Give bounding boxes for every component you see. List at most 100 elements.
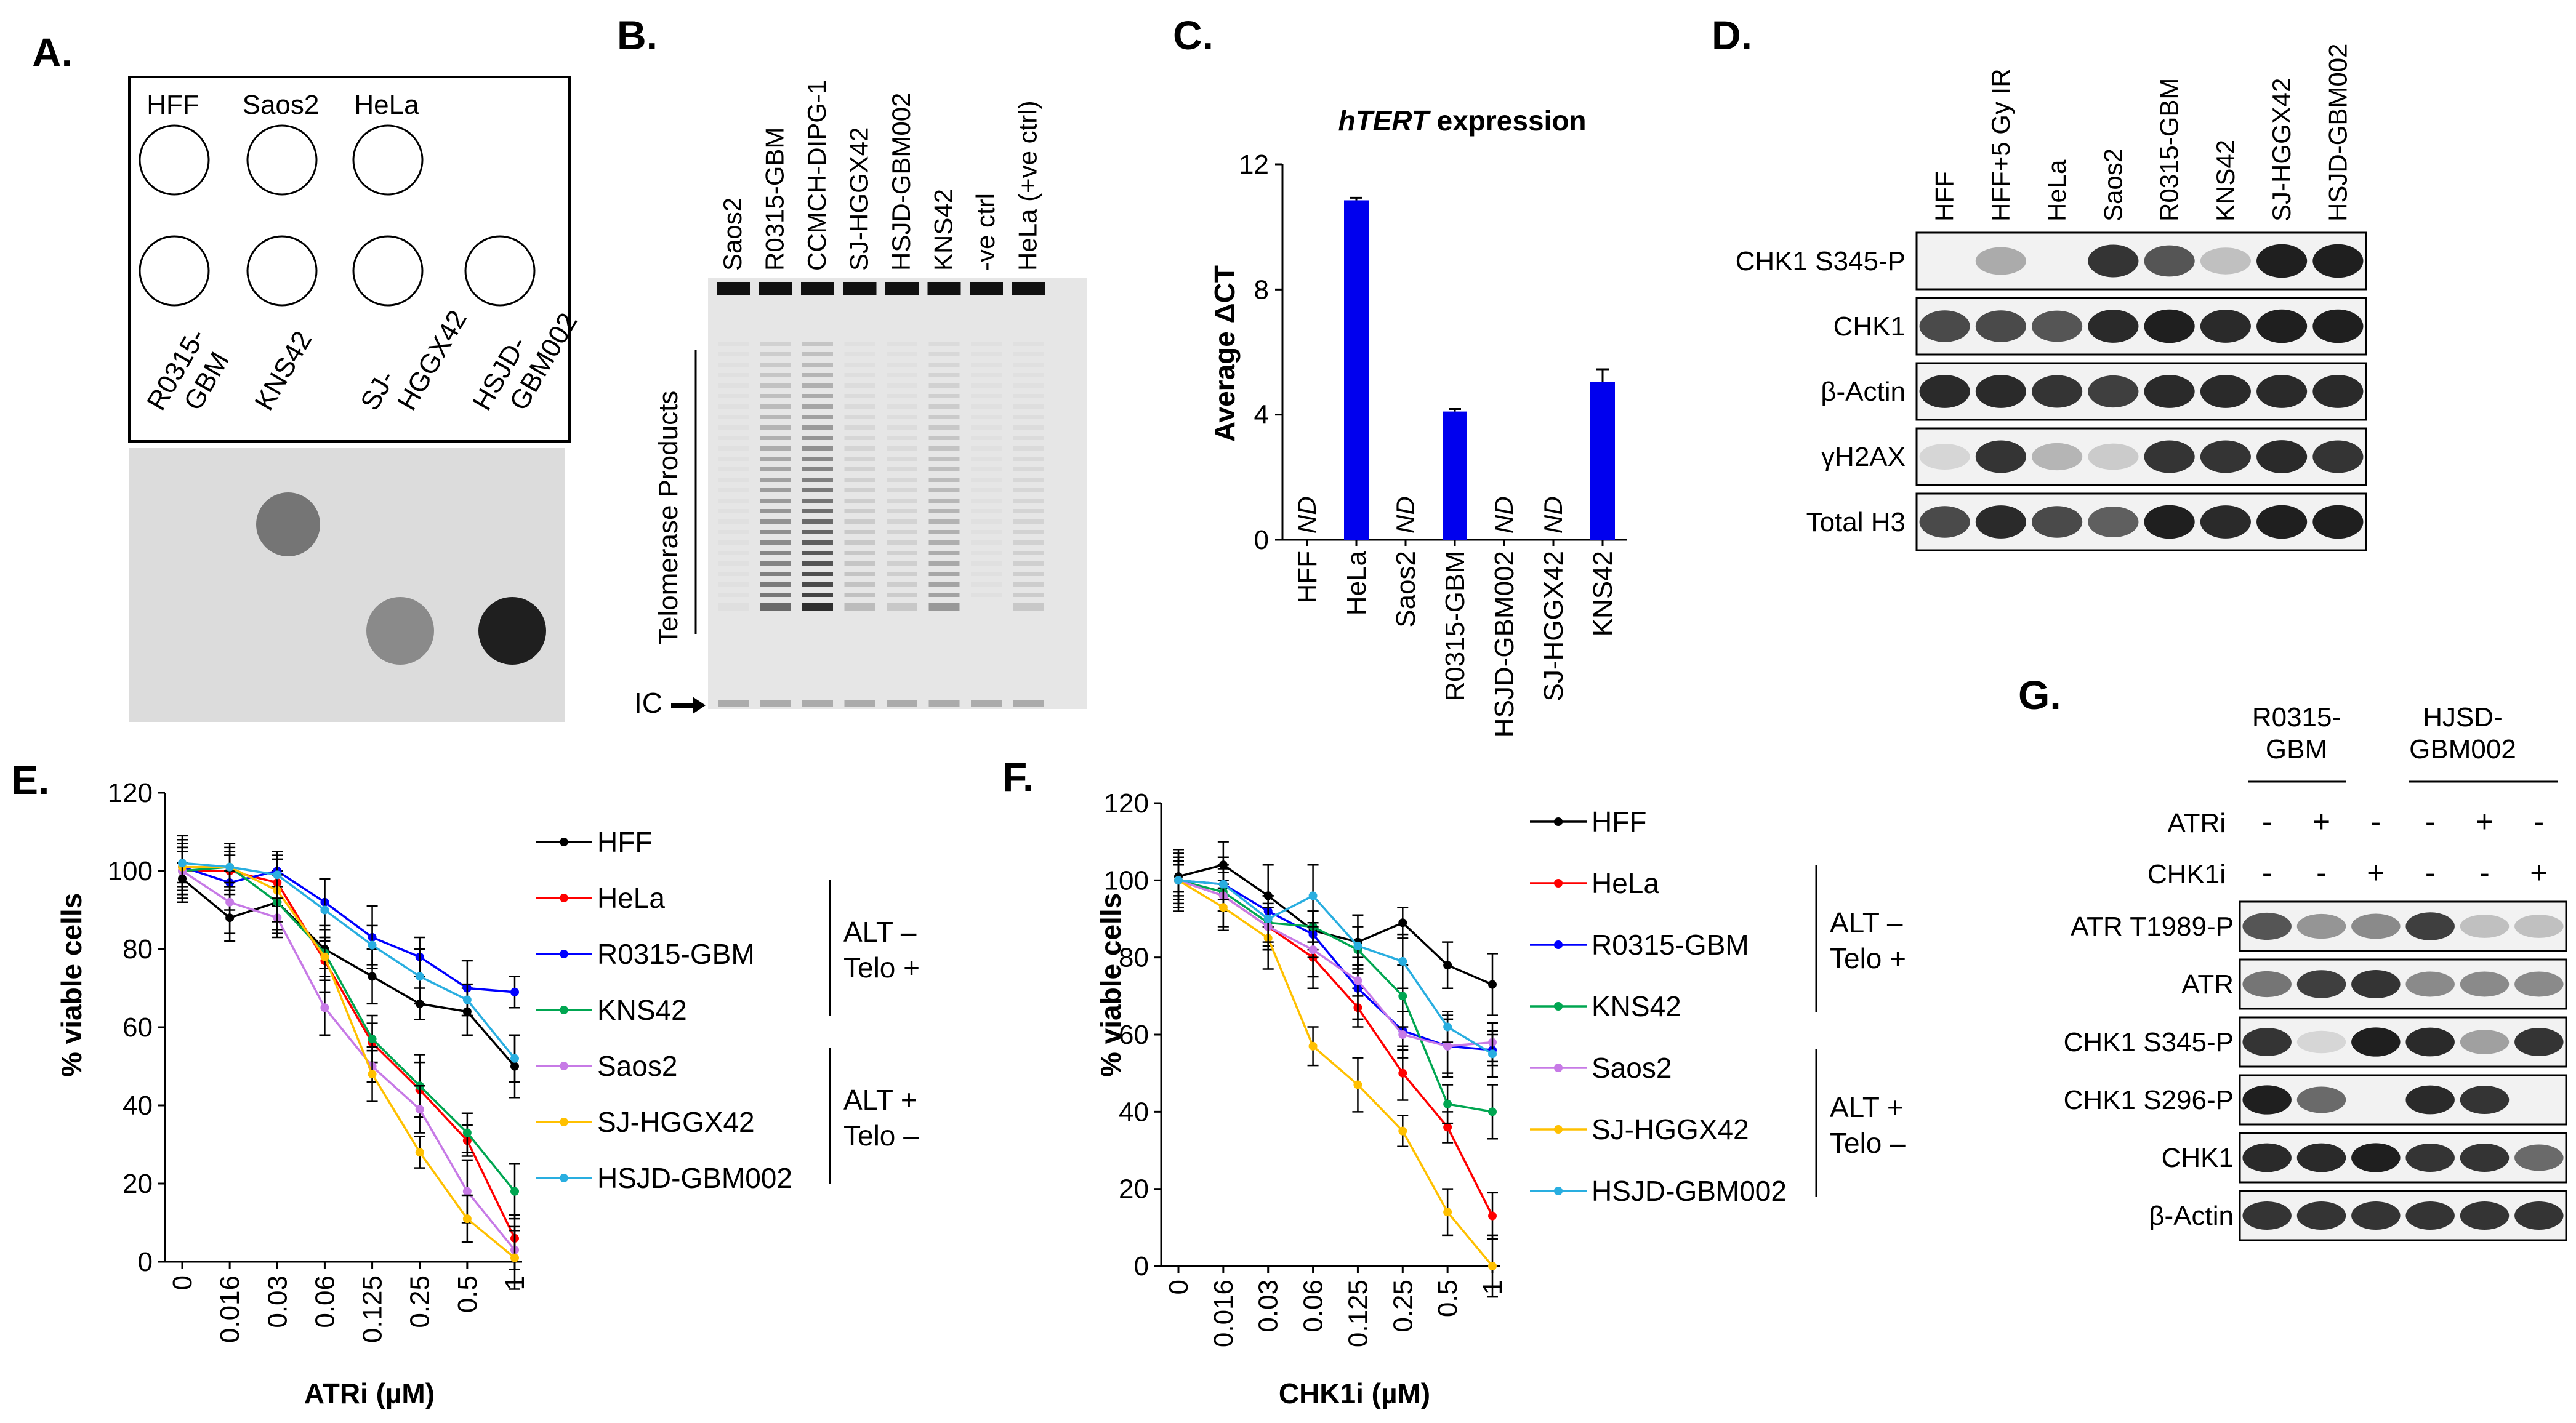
panel-f-x-axis-label: CHK1i (µM) [1279,1377,1430,1409]
panel-d-lane-label: KNS42 [2211,140,2240,222]
panel-f-point [1218,880,1228,889]
panel-c-x-tick-label: HSJD-GBM002 [1489,551,1519,737]
panel-b-ladder-band [887,561,917,566]
panel-g-treatment-sign: + [2312,804,2330,839]
panel-g-band [2296,1086,2346,1113]
panel-b-ladder-band [844,436,875,440]
panel-a-dot-signal [256,492,320,556]
panel-b-ladder-band [887,572,917,576]
panel-c-bar [1344,200,1369,540]
panel-b-ladder-band [1013,457,1044,461]
panel-d-band [1975,375,2026,408]
panel-b-ladder-band [718,488,749,492]
panel-g-treatment-sign: - [2425,804,2436,839]
panel-b-ladder-band [802,363,833,367]
panel-f-x-tick-label: 0 [1164,1280,1194,1294]
panel-d-band [1975,247,2026,275]
panel-b-ladder-band [718,540,749,545]
panel-d-band [1975,310,2026,342]
panel-b-ladder-band [971,572,1002,576]
panel-g-band [2460,915,2510,938]
panel-g-blot-label: CHK1 [2162,1143,2234,1173]
panel-a-layout-circle [352,124,424,196]
panel-b-ladder-band [928,519,960,524]
panel-b-ladder-band [971,478,1002,482]
panel-e-x-tick-label: 0.03 [262,1275,292,1328]
panel-e-point [415,972,424,981]
panel-b-ladder-band [1013,415,1044,419]
panel-b-ladder-band [844,551,875,555]
panel-b-ladder-band [1013,425,1044,430]
panel-c-x-tick-label: HFF [1292,551,1322,604]
panel-d-band [2032,375,2083,408]
panel-e-point [415,1105,424,1114]
panel-b-ladder-band [760,582,791,587]
panel-g-band [2242,912,2292,940]
panel-g-band [2405,1201,2455,1230]
panel-b-ladder-band [844,457,875,461]
panel-b-ladder-band [844,352,875,356]
panel-b-ladder-band [844,509,875,513]
panel-b-ladder-band [971,593,1002,597]
panel-f-point [1398,992,1407,1001]
panel-b-ladder-band [971,457,1002,461]
panel-b-ladder-band [887,488,917,492]
panel-b-ladder-band [718,352,749,356]
panel-b-lane-label: HSJD-GBM002 [887,93,916,271]
panel-e-legend-label: KNS42 [597,994,687,1026]
panel-f-legend-marker [1554,940,1563,949]
panel-e-legend-marker [560,950,568,958]
panel-b-ladder-band [928,342,960,346]
panel-b-lower-band [718,603,749,611]
panel-b-ladder-band [887,467,917,471]
panel-b-ladder-band [1013,404,1044,409]
panel-d-blot-label: CHK1 S345-P [1736,246,1906,276]
panel-f-legend-label: SJ-HGGX42 [1592,1113,1749,1145]
panel-b-ladder-band [887,383,917,388]
panel-b-ladder-band [887,404,917,409]
panel-b-ladder-band [971,551,1002,555]
panel-b-ladder-band [887,519,917,524]
panel-b-ladder-band [760,457,791,461]
panel-b-ladder-band [887,593,917,597]
panel-f-point [1443,1208,1452,1217]
panel-g-treatment-label: ATRi [2167,808,2226,838]
panel-e-legend-marker [560,838,568,846]
panel-d-band [2312,375,2364,408]
panel-g-blot-strip [2239,1132,2567,1184]
panel-b-ladder-band [971,530,1002,534]
panel-d-band [2200,375,2251,408]
panel-f-point [1263,915,1273,923]
panel-b-ladder-band [971,467,1002,471]
panel-d-band [1919,310,1970,342]
panel-b-ladder-band [718,363,749,367]
panel-f-point [1218,903,1228,912]
panel-e-y-tick-label: 0 [138,1247,153,1277]
panel-d-band [2256,244,2308,278]
panel-b-ladder-band [928,363,960,367]
panel-b-ladder-band [718,436,749,440]
panel-b-ladder-band [802,457,833,461]
panel-b-ladder-band [971,499,1002,503]
panel-b-ladder-band [971,582,1002,587]
panel-g-treatment-sign: - [2262,856,2272,890]
panel-g-treatment-sign: - [2262,804,2272,839]
panel-f-legend-label: HSJD-GBM002 [1592,1175,1787,1207]
panel-e-point [225,862,235,872]
panel-b-ladder-band [1013,509,1044,513]
panel-b-ladder-band [887,540,917,545]
panel-b-ladder-band [802,530,833,534]
panel-b-ladder-band [802,436,833,440]
panel-e-series-line [182,865,515,993]
panel-f-point [1398,1068,1407,1078]
panel-g-band [2460,1085,2510,1115]
panel-b-ladder-band [802,404,833,409]
panel-f-point [1353,1080,1362,1089]
panel-e-point [510,987,519,996]
panel-b-ladder-band [928,373,960,377]
panel-b-ladder-band [802,593,833,597]
panel-e-point [320,952,329,961]
panel-b-ladder-band [844,530,875,534]
panel-f-point [1443,961,1452,970]
panel-b-ladder-band [928,488,960,492]
